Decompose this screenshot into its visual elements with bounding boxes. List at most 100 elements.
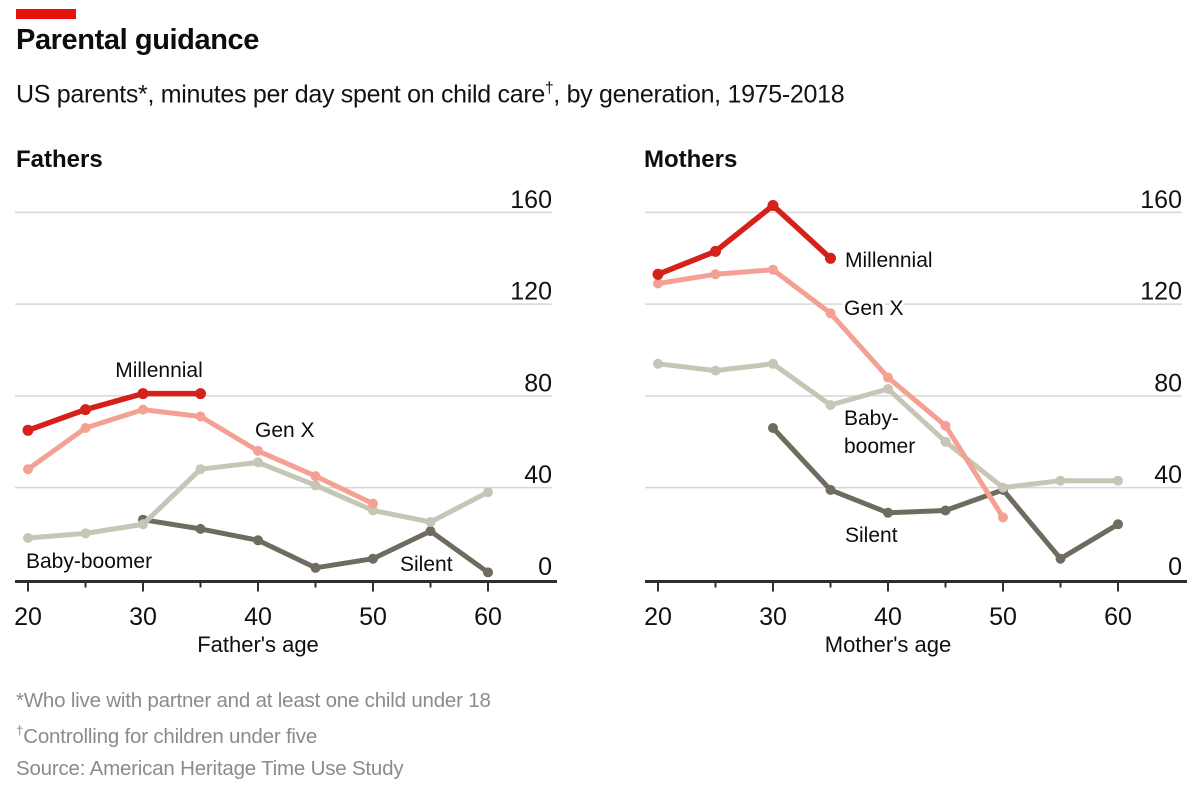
- x-axis-title: Father's age: [197, 632, 319, 657]
- data-point-boomer-age-35: [825, 400, 836, 410]
- data-point-genx-age-25: [80, 423, 91, 433]
- x-tick-label-40: 40: [874, 603, 902, 631]
- data-point-genx-age-20: [653, 278, 663, 289]
- data-point-silent-age-45: [940, 505, 951, 516]
- y-tick-label-40: 40: [1154, 461, 1182, 489]
- series-label-genx-fathers: Gen X: [255, 419, 315, 442]
- footnote-2-dagger: †: [16, 723, 24, 738]
- series-line-boomer-fathers: [27, 459, 490, 541]
- data-point-silent-age-55: [425, 526, 436, 537]
- y-tick-label-0: 0: [1168, 553, 1182, 581]
- x-tick-label-20: 20: [644, 603, 672, 631]
- data-point-millennial-age-30: [767, 200, 779, 211]
- x-tick-label-60: 60: [474, 603, 502, 631]
- data-point-millennial-age-30: [137, 388, 149, 400]
- data-point-boomer-age-20: [23, 533, 33, 543]
- data-point-boomer-age-45: [310, 480, 321, 491]
- data-point-genx-age-45: [940, 420, 951, 431]
- data-point-boomer-age-45: [940, 436, 951, 447]
- data-point-genx-age-30: [768, 264, 778, 275]
- x-tick-label-30: 30: [129, 603, 157, 631]
- mothers-chart: 20 30 40 50 60 Mother's age 0 40 80 120 160 Silent B…: [644, 186, 1187, 657]
- series-label-silent-fathers: Silent: [400, 553, 453, 576]
- x-tick-label-30: 30: [759, 603, 787, 631]
- page-title: Parental guidance: [16, 24, 259, 56]
- data-point-silent-age-35: [825, 484, 836, 495]
- series-label-boomer-mothers: Baby-: [844, 407, 899, 430]
- footnote-1: *Who live with partner and at least one …: [16, 689, 491, 712]
- data-point-silent-age-60: [483, 567, 493, 578]
- data-point-millennial-age-35: [195, 388, 206, 400]
- footnote-2: †Controlling for children under five: [16, 723, 317, 749]
- series-line-genx-mothers: [657, 267, 1006, 519]
- data-point-millennial-age-20: [652, 268, 664, 280]
- y-tick-label-40: 40: [524, 461, 552, 489]
- data-point-silent-age-55: [1055, 553, 1066, 564]
- x-tick-label-40: 40: [244, 603, 272, 631]
- data-point-silent-age-45: [310, 562, 321, 573]
- data-point-boomer-age-25: [80, 528, 91, 539]
- data-point-boomer-age-40: [253, 457, 263, 468]
- series-line-silent-mothers: [771, 426, 1120, 562]
- series-label-boomer-mothers: boomer: [844, 435, 915, 458]
- series-label-boomer-fathers: Baby-boomer: [26, 550, 152, 573]
- data-point-genx-age-30: [138, 404, 148, 415]
- data-point-genx-age-35: [195, 411, 206, 422]
- accent-bar: [16, 9, 76, 19]
- data-point-millennial-age-25: [80, 404, 91, 416]
- data-point-millennial-age-20: [22, 424, 34, 436]
- subtitle-text-tail: , by generation, 1975-2018: [553, 80, 845, 109]
- y-tick-label-120: 120: [1140, 278, 1182, 306]
- data-point-boomer-age-60: [1113, 475, 1123, 486]
- series-line-millennial-mothers: [656, 202, 833, 277]
- y-tick-label-80: 80: [524, 369, 552, 397]
- panel-title-fathers: Fathers: [16, 146, 103, 173]
- data-point-genx-age-50: [368, 498, 378, 509]
- data-point-boomer-age-40: [883, 384, 893, 394]
- data-point-genx-age-50: [998, 512, 1008, 523]
- subtitle-dagger: †: [544, 80, 554, 97]
- x-tick-label-50: 50: [359, 603, 387, 631]
- data-point-genx-age-35: [825, 308, 836, 319]
- source-note: Source: American Heritage Time Use Study: [16, 757, 404, 780]
- y-tick-label-120: 120: [510, 278, 552, 306]
- data-point-genx-age-20: [23, 464, 33, 475]
- panel-title-mothers: Mothers: [644, 146, 738, 173]
- data-point-genx-age-40: [253, 445, 263, 456]
- x-tick-label-60: 60: [1104, 603, 1132, 631]
- chart-subtitle: US parents*, minutes per day spent on ch…: [16, 80, 845, 109]
- data-point-boomer-age-30: [768, 358, 778, 369]
- y-tick-label-160: 160: [1140, 186, 1182, 214]
- y-tick-label-160: 160: [510, 186, 552, 214]
- x-tick-label-50: 50: [989, 603, 1017, 631]
- data-point-boomer-age-55: [1055, 475, 1066, 486]
- data-point-silent-age-40: [883, 507, 893, 518]
- data-point-boomer-age-50: [998, 482, 1008, 493]
- data-point-boomer-age-50: [368, 505, 378, 516]
- data-point-boomer-age-30: [138, 519, 148, 530]
- data-point-boomer-age-25: [710, 365, 721, 376]
- data-point-boomer-age-20: [653, 358, 663, 369]
- series-line-millennial-fathers: [27, 390, 201, 433]
- series-label-millennial-fathers: Millennial: [115, 359, 203, 382]
- data-point-boomer-age-35: [195, 464, 206, 475]
- data-point-genx-age-25: [710, 269, 721, 280]
- series-label-silent-mothers: Silent: [845, 524, 898, 547]
- x-tick-label-20: 20: [14, 603, 42, 631]
- series-label-genx-mothers: Gen X: [844, 297, 904, 320]
- data-point-boomer-age-60: [483, 487, 493, 498]
- y-tick-label-80: 80: [1154, 369, 1182, 397]
- series-label-millennial-mothers: Millennial: [845, 249, 933, 272]
- data-point-genx-age-40: [883, 372, 893, 383]
- data-point-millennial-age-35: [825, 252, 836, 264]
- data-point-millennial-age-25: [710, 245, 721, 257]
- fathers-chart: 20 30 40 50 60 Father's age 0 40 80 120 160 Silent B…: [14, 186, 557, 657]
- y-tick-label-0: 0: [538, 553, 552, 581]
- footnote-2-text: Controlling for children under five: [23, 724, 318, 748]
- data-point-silent-age-60: [1113, 519, 1123, 530]
- subtitle-text: US parents*, minutes per day spent on ch…: [16, 80, 545, 109]
- data-point-silent-age-30: [768, 423, 778, 433]
- data-point-silent-age-50: [368, 553, 378, 564]
- data-point-silent-age-35: [195, 523, 206, 534]
